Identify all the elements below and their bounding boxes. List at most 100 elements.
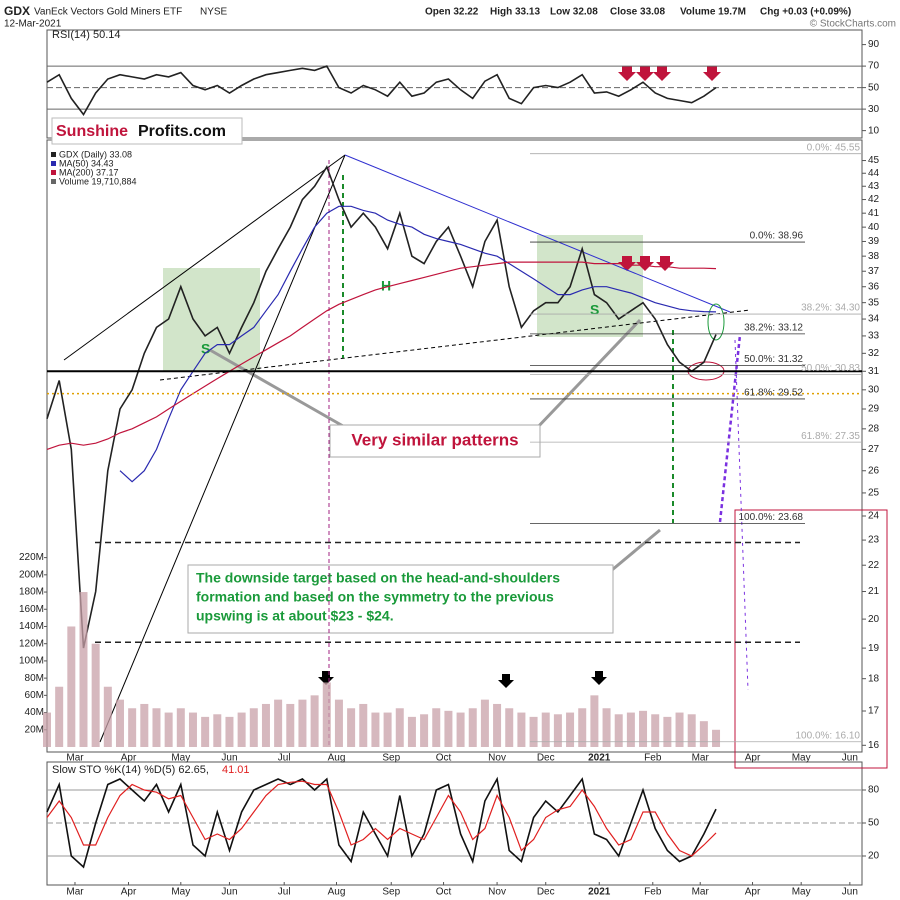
trend-line	[99, 154, 346, 743]
volume-bar	[432, 708, 441, 747]
y-tick-label: 20	[868, 851, 880, 862]
x-tick-label: Feb	[644, 887, 662, 898]
y-tick-label: 26	[868, 465, 880, 476]
y-tick-label: 33	[868, 331, 880, 342]
pattern-boxes	[163, 235, 643, 372]
legend-entry: MA(200) 37.17	[59, 167, 119, 177]
series-line	[46, 780, 717, 857]
volume-bar	[164, 712, 173, 747]
pointer-lines	[209, 318, 661, 572]
y-tick-label: 80M	[25, 673, 44, 684]
y-tick-label: 17	[868, 706, 880, 717]
volume-bar	[493, 703, 502, 747]
exchange: NYSE	[200, 7, 228, 18]
arrow	[653, 66, 671, 81]
x-tick-label: Jun	[842, 887, 858, 898]
y-tick-label: 38	[868, 251, 880, 262]
legend-swatch	[51, 179, 56, 184]
y-tick-label: 20M	[25, 724, 44, 735]
y-tick-label: 25	[868, 488, 880, 499]
x-tick-label: May	[792, 887, 811, 898]
symbol: GDX	[4, 4, 30, 18]
y-tick-label: 30	[868, 104, 880, 115]
x-tick-label: Nov	[488, 753, 506, 764]
ohlc-high: High 33.13	[490, 7, 540, 18]
x-tick-label: Apr	[745, 753, 761, 764]
y-tick-label: 50	[868, 82, 880, 93]
y-tick-label: 70	[868, 61, 880, 72]
security-name: VanEck Vectors Gold Miners ETF	[34, 7, 182, 18]
fib-label: 0.0%: 45.55	[807, 142, 861, 153]
y-tick-label: 20	[868, 614, 880, 625]
fib-label: 61.8%: 29.52	[744, 388, 803, 399]
x-tick-label: May	[171, 887, 190, 898]
volume-bar	[505, 708, 514, 747]
x-tick-label: Dec	[537, 887, 555, 898]
fib-label: 100.0%: 16.10	[796, 730, 861, 741]
volume-bar	[517, 712, 526, 747]
ohlc-change: Chg +0.03 (+0.09%)	[760, 7, 851, 18]
volume-arrows	[318, 671, 607, 688]
x-tick-label: May	[171, 753, 190, 764]
x-tick-label: Jun	[221, 753, 237, 764]
legend-entry: MA(50) 34.43	[59, 158, 114, 168]
x-tick-label: Mar	[66, 753, 84, 764]
note-line: The downside target based on the head-an…	[196, 570, 560, 586]
fib-label: 50.0%: 31.32	[744, 354, 803, 365]
volume-bar	[699, 721, 708, 747]
y-tick-label: 31	[868, 366, 880, 377]
volume-bar	[334, 699, 343, 747]
y-tick-label: 35	[868, 297, 880, 308]
fib-label: 0.0%: 38.96	[750, 231, 804, 242]
legend-swatch	[51, 170, 56, 175]
arrow	[591, 671, 607, 685]
y-tick-label: 100M	[19, 656, 44, 667]
volume-bar	[225, 716, 234, 747]
volume-bar	[43, 712, 51, 747]
legend-entry: GDX (Daily) 33.08	[59, 149, 132, 159]
x-tick-label: Dec	[537, 753, 555, 764]
neckline	[159, 309, 751, 381]
volume-bar	[639, 710, 648, 747]
date: 12-Mar-2021	[4, 19, 62, 30]
y-tick-label: 28	[868, 423, 880, 434]
pattern-label: S	[590, 302, 599, 318]
volume-bar	[286, 703, 295, 747]
x-tick-label: Jul	[278, 753, 291, 764]
volume-bar	[249, 708, 258, 747]
x-tick-label: Apr	[121, 887, 137, 898]
panel-title: Slow STO %K(14) %D(5) 62.65,	[52, 764, 209, 776]
pattern-box	[537, 235, 643, 337]
pointer	[611, 528, 661, 572]
annotation: Very similar patterns	[351, 430, 518, 449]
y-tick-label: 27	[868, 444, 880, 455]
y-tick-label: 34	[868, 314, 880, 325]
pointer	[533, 318, 642, 432]
volume-bar	[578, 708, 587, 747]
x-tick-label: Jun	[221, 887, 237, 898]
volume-bar	[651, 714, 660, 747]
ohlc: Open 32.22 High 33.13 Low 32.08 Close 33…	[425, 7, 851, 18]
volume-bar	[188, 712, 197, 747]
legend-entry: Volume 19,710,884	[59, 176, 137, 186]
volume-bar	[322, 682, 331, 747]
pointer	[209, 348, 351, 432]
x-tick-label: Mar	[692, 753, 710, 764]
arrow	[636, 256, 654, 271]
target-box	[734, 509, 888, 769]
series-line	[46, 65, 717, 116]
trend-line	[63, 154, 346, 361]
note-line: formation and based on the symmetry to t…	[196, 589, 554, 605]
series-line	[119, 205, 717, 483]
volume-bar	[420, 714, 429, 747]
volume-bar	[359, 703, 368, 747]
y-tick-label: 21	[868, 586, 880, 597]
x-tick-label: Feb	[644, 753, 662, 764]
y-tick-label: 90	[868, 39, 880, 50]
highlight	[707, 303, 725, 341]
series-line	[46, 261, 717, 450]
x-tick-label: Oct	[436, 887, 452, 898]
price-panel	[46, 139, 863, 753]
